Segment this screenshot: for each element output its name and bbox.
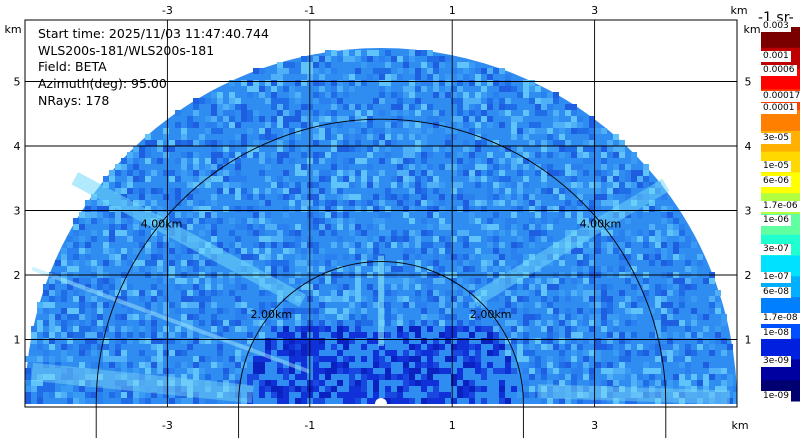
beta-field-heatmap: [25, 48, 737, 407]
colorbar-tick-label: 1e-06: [761, 215, 791, 227]
axis-ticks: -3 -3 -1 -1 1 1 3 3 1 1 2 2 3 3 4 4 5 5 km km km km: [4, 4, 760, 432]
x-tick-label-bottom: -1: [304, 419, 315, 432]
colorbar-tick-label: 0.0006: [761, 65, 797, 77]
x-unit-bottom: km: [731, 419, 748, 432]
range-ring-label: 2.00km: [250, 308, 292, 321]
colorbar-segment: [761, 338, 800, 360]
colorbar: [761, 27, 800, 402]
range-ring: [238, 261, 524, 438]
colorbar-tick-label: 1.7e-06: [761, 200, 800, 212]
x-tick-label-top: -1: [304, 4, 315, 17]
y-tick-label-right: 4: [745, 140, 752, 153]
plot-grid: [25, 20, 737, 407]
colorbar-tick-label: 1e-05: [761, 161, 791, 173]
colorbar-tick-label: 3e-07: [761, 243, 791, 255]
y-tick-label-left: 1: [14, 334, 21, 347]
colorbar-segment: [761, 255, 800, 277]
colorbar-tick-label: 6e-08: [761, 286, 791, 298]
plot-frame: [24, 19, 738, 408]
colorbar-tick-label: 1e-09: [761, 391, 791, 403]
range-rings: 2.00km 2.00km 4.00km 4.00km: [95, 118, 667, 438]
x-tick-label-top: -3: [162, 4, 173, 17]
y-unit-right: km: [743, 23, 760, 36]
colorbar-tick-label: 0.001: [761, 50, 791, 62]
instrument-text: WLS200s-181/WLS200s-181: [38, 43, 215, 58]
y-tick-label-right: 2: [745, 269, 752, 282]
y-unit-left: km: [4, 23, 21, 36]
colorbar-tick-label: 1e-07: [761, 271, 791, 283]
colorbar-tick-label: 1.7e-08: [761, 312, 800, 324]
start-time-text: Start time: 2025/11/03 11:47:40.744: [38, 26, 269, 41]
colorbar-segment: [761, 110, 800, 132]
y-tick-label-right: 3: [745, 205, 752, 218]
range-ring-label: 4.00km: [580, 217, 622, 230]
colorbar-tick-label: 0.0001: [761, 103, 797, 115]
range-ring: [95, 118, 667, 438]
colorbar-tick-label: 1e-08: [761, 327, 791, 339]
nrays-text: NRays: 178: [38, 93, 110, 108]
x-tick-label-bottom: 3: [591, 419, 598, 432]
colorbar-tick-label: 0.00017: [761, 91, 800, 103]
y-tick-label-right: 5: [745, 76, 752, 89]
radar-origin-marker: [375, 398, 387, 407]
colorbar-tick-label: 0.003: [761, 21, 791, 32]
field-text: Field: BETA: [38, 59, 107, 74]
colorbar-tick-label: 3e-05: [761, 133, 791, 145]
y-tick-label-left: 5: [14, 76, 21, 89]
x-unit-top: km: [730, 4, 747, 17]
y-tick-label-right: 1: [745, 334, 752, 347]
x-tick-label-top: 3: [591, 4, 598, 17]
y-tick-label-left: 4: [14, 140, 21, 153]
colorbar-tick-label: 6e-06: [761, 176, 791, 188]
range-ring-label: 2.00km: [470, 308, 512, 321]
range-ring-label: 4.00km: [141, 217, 183, 230]
y-tick-label-left: 3: [14, 205, 21, 218]
x-tick-label-bottom: -3: [162, 419, 173, 432]
colorbar-segment: [761, 27, 800, 49]
x-tick-label-bottom: 1: [449, 419, 456, 432]
y-tick-label-left: 2: [14, 269, 21, 282]
x-tick-label-top: 1: [449, 4, 456, 17]
colorbar-tick-label: 3e-09: [761, 355, 791, 367]
azimuth-text: Azimuth(deg): 95.00: [38, 76, 167, 91]
